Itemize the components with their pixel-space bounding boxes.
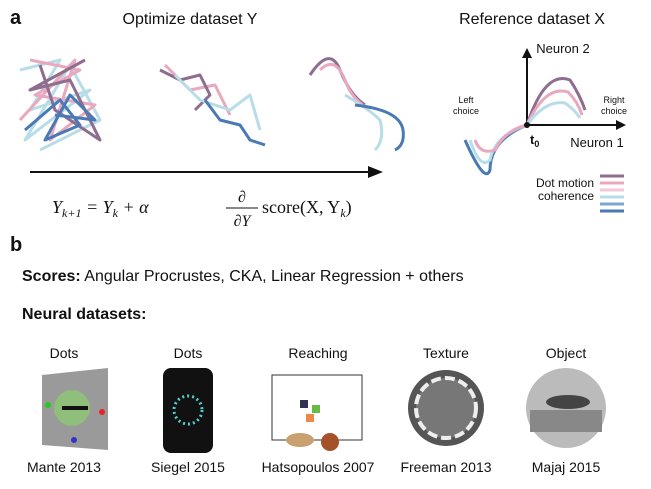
- legend-text: Dot motion: [536, 176, 594, 190]
- figure: a Optimize dataset Y Reference dataset X…: [0, 0, 651, 489]
- eq: = Y: [81, 197, 114, 217]
- datasets-label: Neural datasets:: [22, 306, 147, 323]
- scores-label: Scores:: [22, 268, 81, 285]
- panel-label: b: [10, 234, 22, 256]
- left-title: Optimize dataset Y: [123, 11, 258, 28]
- right-title: Reference dataset X: [459, 11, 605, 28]
- axis-label: Neuron 2: [536, 41, 589, 56]
- eq: score(X, Y: [262, 197, 340, 218]
- dataset-type: Object: [546, 345, 587, 361]
- t0-sub: 0: [534, 139, 539, 149]
- dataset-type: Texture: [423, 345, 469, 361]
- equation: Yk+1 = Yk + α: [52, 197, 149, 220]
- axis-label: Neuron 1: [570, 135, 623, 150]
- dataset-images: [42, 368, 606, 453]
- annotation: Left: [458, 95, 474, 105]
- t0: t0: [530, 132, 539, 149]
- dataset-type: Dots: [174, 345, 203, 361]
- annotation: choice: [453, 106, 479, 116]
- scores: Scores: Angular Procrustes, CKA, Linear …: [22, 268, 464, 285]
- annotation: Right: [603, 95, 625, 105]
- dataset-citation: Siegel 2015: [151, 459, 225, 475]
- dataset-citation: Mante 2013: [27, 459, 101, 475]
- annotation: choice: [601, 106, 627, 116]
- dataset-citation: Majaj 2015: [532, 459, 601, 475]
- eq: + α: [118, 197, 149, 217]
- dataset-type: Reaching: [288, 345, 347, 361]
- eq-numerator: ∂: [238, 189, 246, 206]
- scores-text: Angular Procrustes, CKA, Linear Regressi…: [81, 268, 464, 285]
- eq-denominator: ∂Y: [234, 213, 253, 230]
- eq: k+1: [62, 206, 81, 220]
- legend-text: coherence: [538, 189, 594, 203]
- eq: ): [346, 197, 352, 218]
- scribbles: [20, 59, 403, 150]
- arrow-head: [368, 166, 383, 178]
- equation: score(X, Yk): [262, 197, 352, 220]
- dataset-citation: Freeman 2013: [400, 459, 491, 475]
- dataset-citation: Hatsopoulos 2007: [262, 459, 375, 475]
- panel-label: a: [10, 7, 22, 29]
- dataset-type: Dots: [50, 345, 79, 361]
- legend-swatches: [600, 176, 624, 211]
